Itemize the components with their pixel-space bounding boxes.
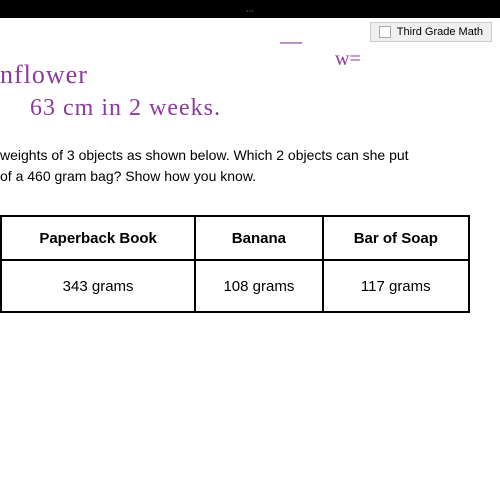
table-header-row: Paperback Book Banana Bar of Soap bbox=[1, 216, 469, 260]
handwriting-line1: nflower bbox=[0, 60, 88, 90]
ellipsis: ... bbox=[246, 4, 254, 15]
col-header-banana: Banana bbox=[195, 216, 322, 260]
handwriting-area: — w= nflower 63 cm in 2 weeks. bbox=[0, 20, 500, 140]
cell-book: 343 grams bbox=[1, 260, 195, 312]
w-equals: w= bbox=[335, 48, 361, 71]
table-value-row: 343 grams 108 grams 117 grams bbox=[1, 260, 469, 312]
problem-line2: of a 460 gram bag? Show how you know. bbox=[0, 166, 409, 187]
problem-line1: weights of 3 objects as shown below. Whi… bbox=[0, 145, 409, 166]
cell-soap: 117 grams bbox=[323, 260, 469, 312]
handwriting-line2: 63 cm in 2 weeks. bbox=[30, 95, 221, 122]
top-bar: ... bbox=[0, 0, 500, 18]
weights-table: Paperback Book Banana Bar of Soap 343 gr… bbox=[0, 215, 470, 313]
col-header-soap: Bar of Soap bbox=[323, 216, 469, 260]
scribble-top: — bbox=[280, 28, 302, 54]
col-header-book: Paperback Book bbox=[1, 216, 195, 260]
problem-text: weights of 3 objects as shown below. Whi… bbox=[0, 145, 419, 187]
cell-banana: 108 grams bbox=[195, 260, 322, 312]
